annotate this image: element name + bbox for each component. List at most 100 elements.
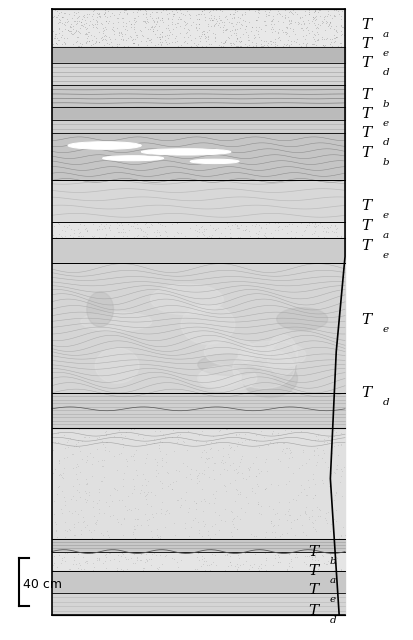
Point [306,5,312,15]
Point [201,226,207,236]
Point [235,223,242,234]
Point [120,35,126,45]
Point [147,220,154,230]
Point [119,230,126,241]
Point [217,22,223,33]
Point [209,431,216,442]
Point [102,228,109,239]
Point [311,6,318,17]
Point [151,29,158,39]
Point [115,495,122,506]
Point [132,514,139,524]
Point [311,228,318,238]
Point [219,38,226,48]
Point [206,472,212,482]
Point [53,217,60,227]
Point [152,40,159,50]
Point [167,27,173,37]
Point [341,461,347,472]
Point [274,438,280,448]
Point [150,24,157,34]
Point [252,221,258,232]
Point [81,12,87,22]
Point [78,39,85,49]
Point [178,500,184,511]
Point [229,220,235,230]
Point [131,548,138,559]
Point [225,32,231,42]
Ellipse shape [242,360,297,397]
Point [107,555,113,565]
Point [119,224,126,234]
Ellipse shape [233,348,295,388]
Point [156,227,162,237]
Point [211,225,218,236]
Point [310,29,317,40]
Point [233,28,239,38]
Point [175,429,182,440]
Point [182,230,189,241]
Point [73,8,79,18]
Point [143,33,150,44]
Point [275,225,282,235]
Point [137,25,143,35]
Point [96,8,102,19]
Point [188,474,194,484]
Point [85,36,92,46]
Point [207,6,214,16]
Point [212,519,218,529]
Point [148,21,155,31]
Point [102,4,108,15]
Point [336,532,342,543]
Point [140,15,147,26]
Point [187,468,194,479]
Point [315,430,321,440]
Point [303,502,310,512]
Point [318,452,325,463]
Text: b: b [382,100,389,109]
Ellipse shape [102,156,164,161]
Point [118,27,125,37]
Point [174,17,181,28]
Point [197,497,204,507]
Point [184,32,191,42]
Text: T: T [361,313,371,327]
Point [135,40,141,50]
Point [339,522,346,532]
Point [151,490,158,500]
Point [171,445,178,456]
Point [267,436,274,447]
Point [202,456,208,467]
Point [235,41,242,51]
Point [230,13,237,23]
Point [256,565,262,575]
Point [89,232,96,242]
Point [157,426,164,436]
Point [321,448,328,458]
Point [233,484,239,494]
Point [158,27,165,37]
Point [77,28,83,38]
Point [254,6,261,17]
Point [67,494,74,504]
Point [290,468,296,478]
Point [287,15,294,26]
Point [199,229,206,239]
Point [150,15,157,26]
Point [95,504,102,515]
Point [60,453,67,463]
Point [143,12,150,22]
Point [107,511,114,522]
Point [302,41,309,51]
Point [315,217,322,227]
Point [140,231,146,241]
Text: e: e [382,211,389,220]
Point [261,484,268,494]
Point [131,232,138,242]
Point [133,29,140,40]
Point [247,231,254,241]
Point [209,548,215,559]
Point [62,444,69,454]
Point [202,565,208,575]
Point [115,17,121,28]
